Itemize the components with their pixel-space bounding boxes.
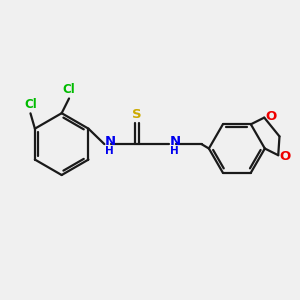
Text: S: S	[132, 108, 142, 121]
Text: N: N	[105, 135, 116, 148]
Text: Cl: Cl	[24, 98, 37, 111]
Text: H: H	[170, 146, 178, 157]
Text: N: N	[170, 135, 181, 148]
Text: O: O	[279, 150, 291, 163]
Text: H: H	[105, 146, 114, 157]
Text: O: O	[266, 110, 277, 123]
Text: Cl: Cl	[63, 83, 75, 96]
